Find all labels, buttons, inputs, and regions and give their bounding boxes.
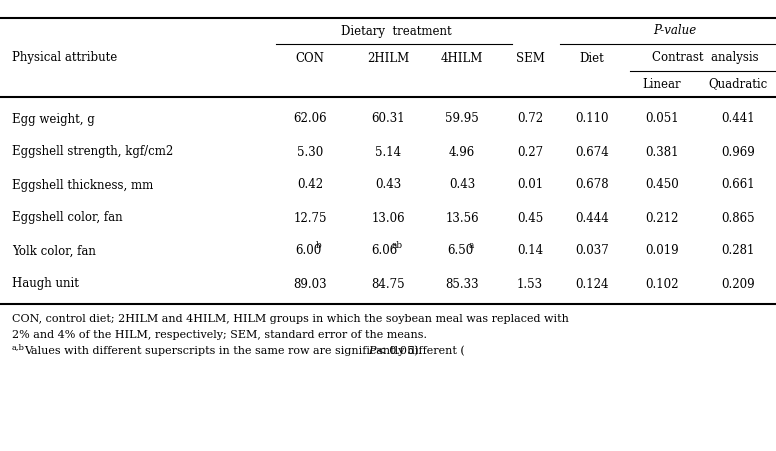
Text: 0.281: 0.281	[722, 244, 755, 258]
Text: 0.037: 0.037	[575, 244, 609, 258]
Text: 4HILM: 4HILM	[441, 51, 483, 64]
Text: Values with different superscripts in the same row are significantly different (: Values with different superscripts in th…	[24, 346, 465, 356]
Text: CON, control diet; 2HILM and 4HILM, HILM groups in which the soybean meal was re: CON, control diet; 2HILM and 4HILM, HILM…	[12, 314, 569, 324]
Text: < 0.05).: < 0.05).	[373, 346, 422, 356]
Text: Physical attribute: Physical attribute	[12, 51, 117, 64]
Text: 13.56: 13.56	[445, 212, 479, 225]
Text: Linear: Linear	[643, 78, 681, 91]
Text: 0.444: 0.444	[575, 212, 609, 225]
Text: CON: CON	[296, 51, 324, 64]
Text: 2HILM: 2HILM	[367, 51, 409, 64]
Text: 0.72: 0.72	[517, 112, 543, 125]
Text: 6.00: 6.00	[295, 244, 321, 258]
Text: 0.661: 0.661	[721, 179, 755, 192]
Text: a: a	[468, 240, 473, 249]
Text: 0.678: 0.678	[575, 179, 609, 192]
Text: a,b: a,b	[12, 343, 25, 351]
Text: Dietary  treatment: Dietary treatment	[341, 24, 452, 37]
Text: 0.42: 0.42	[297, 179, 323, 192]
Text: Haugh unit: Haugh unit	[12, 277, 79, 290]
Text: 0.102: 0.102	[646, 277, 679, 290]
Text: 4.96: 4.96	[449, 146, 475, 158]
Text: 0.110: 0.110	[575, 112, 608, 125]
Text: 89.03: 89.03	[293, 277, 327, 290]
Text: 0.124: 0.124	[575, 277, 608, 290]
Text: 0.209: 0.209	[721, 277, 755, 290]
Text: 59.95: 59.95	[445, 112, 479, 125]
Text: P: P	[368, 346, 376, 356]
Text: 0.43: 0.43	[375, 179, 401, 192]
Text: Egg weight, g: Egg weight, g	[12, 112, 95, 125]
Text: 85.33: 85.33	[445, 277, 479, 290]
Text: 0.674: 0.674	[575, 146, 609, 158]
Text: 6.50: 6.50	[447, 244, 473, 258]
Text: 0.441: 0.441	[721, 112, 755, 125]
Text: 5.14: 5.14	[375, 146, 401, 158]
Text: ab: ab	[391, 240, 403, 249]
Text: 0.969: 0.969	[721, 146, 755, 158]
Text: 62.06: 62.06	[293, 112, 327, 125]
Text: 0.865: 0.865	[721, 212, 755, 225]
Text: 0.43: 0.43	[449, 179, 475, 192]
Text: 0.01: 0.01	[517, 179, 543, 192]
Text: Diet: Diet	[580, 51, 605, 64]
Text: Contrast  analysis: Contrast analysis	[652, 51, 758, 64]
Text: Eggshell color, fan: Eggshell color, fan	[12, 212, 123, 225]
Text: SEM: SEM	[515, 51, 545, 64]
Text: 0.381: 0.381	[646, 146, 679, 158]
Text: 12.75: 12.75	[293, 212, 327, 225]
Text: Yolk color, fan: Yolk color, fan	[12, 244, 96, 258]
Text: 6.06: 6.06	[372, 244, 397, 258]
Text: Eggshell thickness, mm: Eggshell thickness, mm	[12, 179, 153, 192]
Text: 84.75: 84.75	[371, 277, 405, 290]
Text: Quadratic: Quadratic	[708, 78, 767, 91]
Text: 0.27: 0.27	[517, 146, 543, 158]
Text: 60.31: 60.31	[371, 112, 405, 125]
Text: 0.212: 0.212	[646, 212, 679, 225]
Text: b: b	[316, 240, 322, 249]
Text: 0.14: 0.14	[517, 244, 543, 258]
Text: 13.06: 13.06	[371, 212, 405, 225]
Text: Eggshell strength, kgf/cm2: Eggshell strength, kgf/cm2	[12, 146, 173, 158]
Text: P-value: P-value	[653, 24, 697, 37]
Text: 0.051: 0.051	[645, 112, 679, 125]
Text: 0.45: 0.45	[517, 212, 543, 225]
Text: 5.30: 5.30	[297, 146, 323, 158]
Text: 0.450: 0.450	[645, 179, 679, 192]
Text: 0.019: 0.019	[645, 244, 679, 258]
Text: 2% and 4% of the HILM, respectively; SEM, standard error of the means.: 2% and 4% of the HILM, respectively; SEM…	[12, 330, 427, 340]
Text: 1.53: 1.53	[517, 277, 543, 290]
